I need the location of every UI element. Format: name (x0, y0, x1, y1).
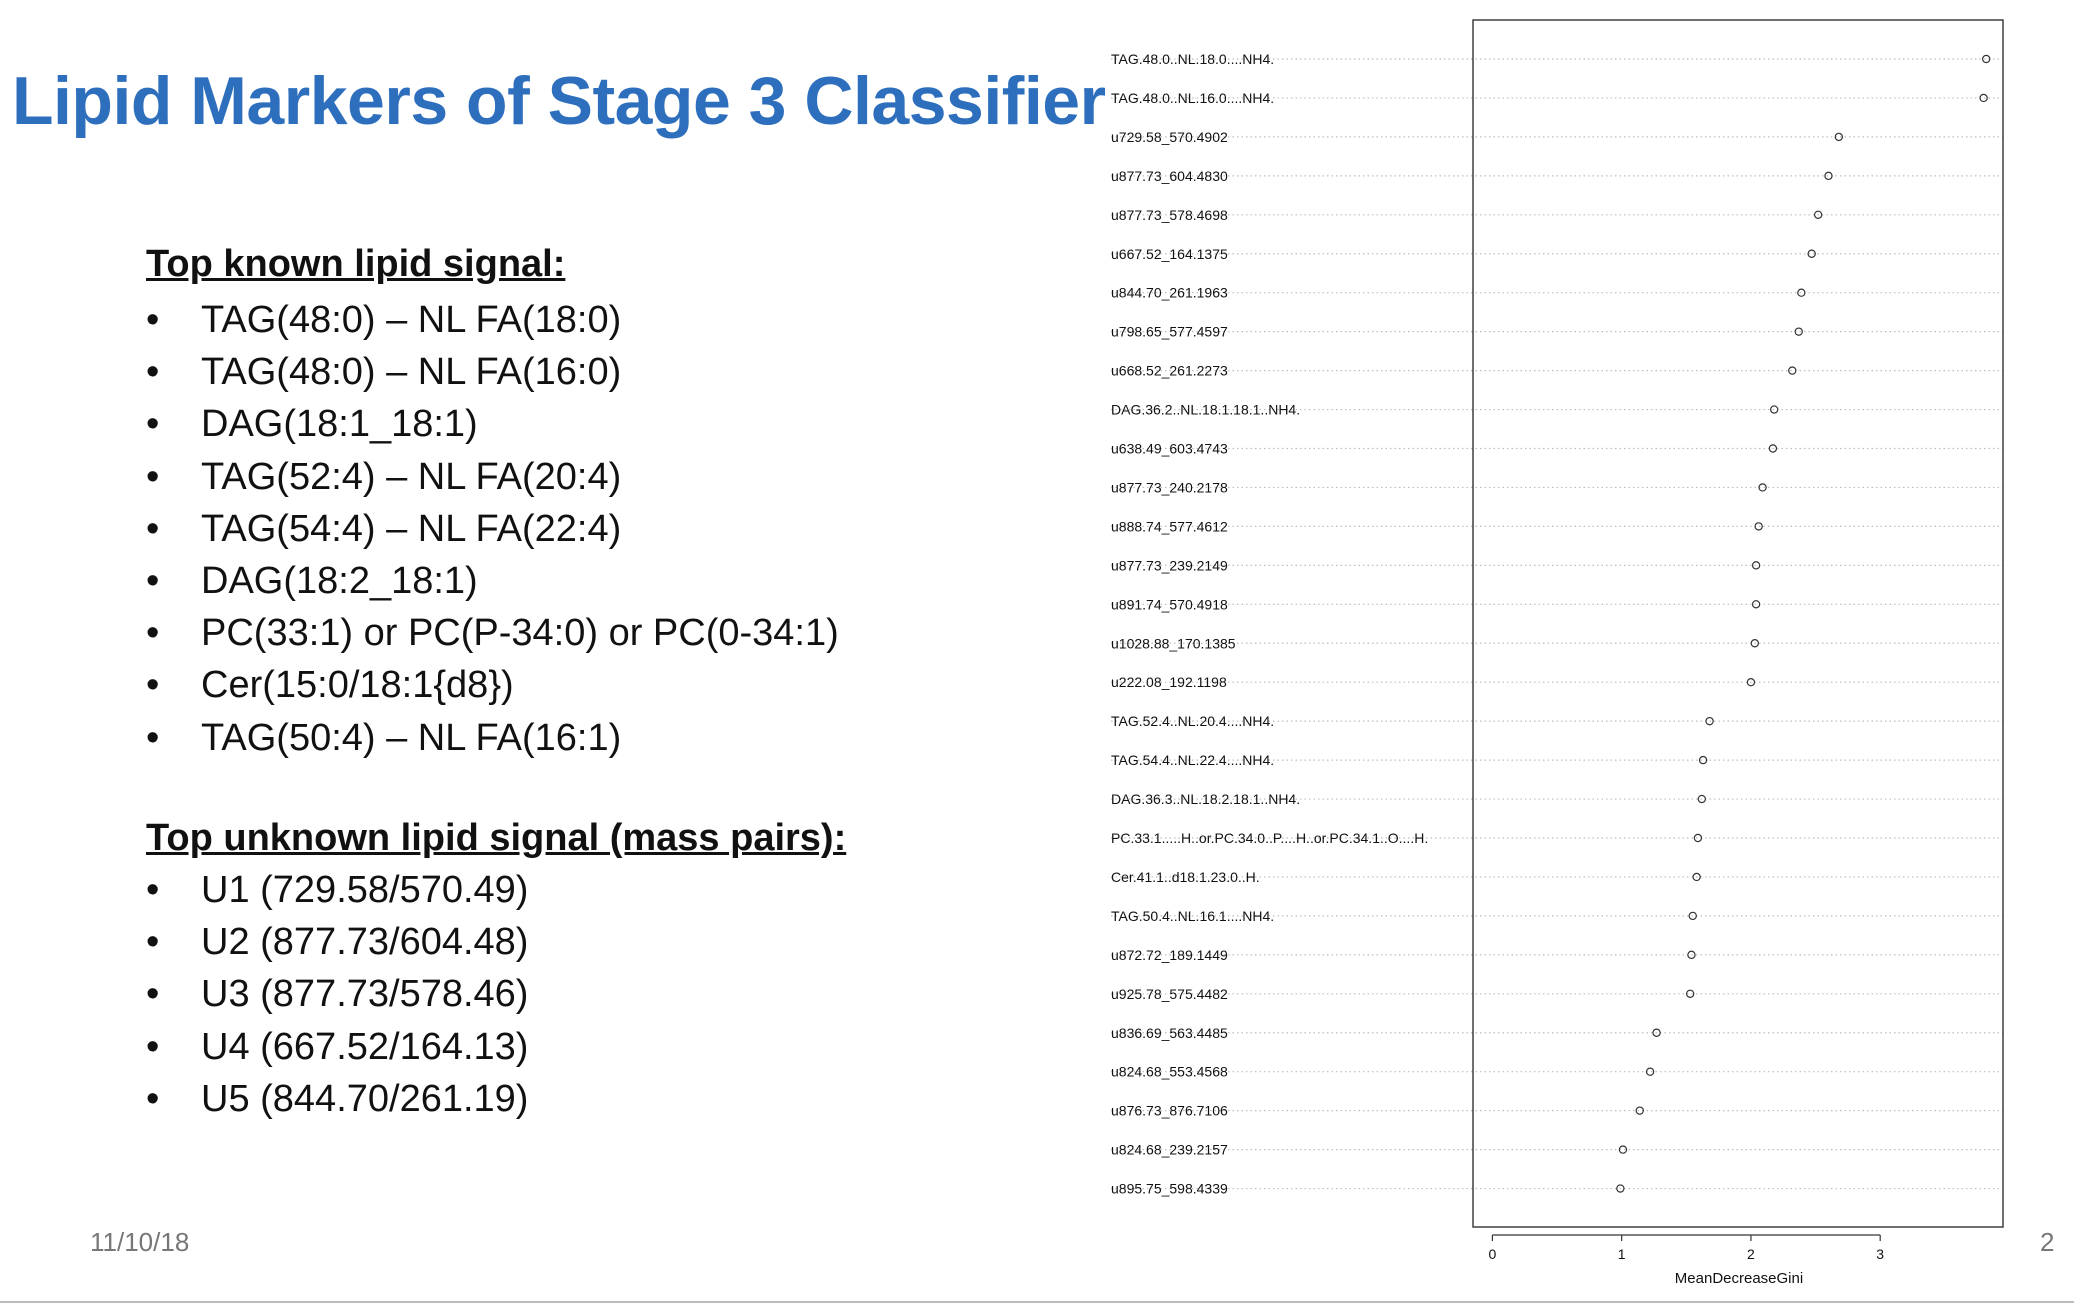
known-lipid-item: DAG(18:2_18:1) (146, 555, 839, 607)
x-tick-label: 3 (1876, 1246, 1884, 1262)
row-label: DAG.36.3..NL.18.2.18.1..NH4. (1111, 791, 1300, 807)
data-point (1979, 93, 1988, 103)
data-point (1705, 716, 1714, 726)
footer-divider (0, 1301, 2074, 1303)
row-label: DAG.36.2..NL.18.1.18.1..NH4. (1111, 402, 1300, 418)
unknown-lipid-item: U4 (667.52/164.13) (146, 1021, 528, 1073)
row-label: u667.52_164.1375 (1111, 246, 1228, 262)
data-point (1693, 833, 1703, 843)
slide-title: Lipid Markers of Stage 3 Classifier (12, 63, 1106, 139)
x-axis-label: MeanDecreaseGini (1675, 1270, 1803, 1287)
data-point (1616, 1184, 1625, 1193)
row-label: u729.58_570.4902 (1111, 129, 1228, 145)
data-point (1768, 444, 1778, 453)
row-label: u836.69_563.4485 (1111, 1025, 1228, 1041)
data-point (1692, 872, 1701, 882)
known-lipid-item: TAG(48:0) – NL FA(18:0) (146, 294, 839, 346)
unknown-lipid-item: U1 (729.58/570.49) (146, 864, 528, 916)
unknown-lipid-item: U3 (877.73/578.46) (146, 968, 528, 1020)
data-point (1746, 678, 1756, 687)
row-label: TAG.50.4..NL.16.1....NH4. (1111, 908, 1274, 924)
known-lipid-item: PC(33:1) or PC(P-34:0) or PC(0-34:1) (146, 607, 839, 659)
data-point (1751, 561, 1761, 570)
row-label: u876.73_876.7106 (1111, 1103, 1228, 1119)
x-tick-label: 0 (1488, 1246, 1496, 1262)
row-label: TAG.48.0..NL.18.0....NH4. (1111, 51, 1274, 67)
data-point (1981, 54, 1991, 64)
row-label: u877.73_239.2149 (1111, 557, 1228, 573)
row-label: TAG.48.0..NL.16.0....NH4. (1111, 90, 1274, 106)
known-lipid-item: DAG(18:1_18:1) (146, 398, 839, 450)
data-point (1824, 171, 1833, 181)
unknown-lipid-heading: Top unknown lipid signal (mass pairs): (146, 817, 847, 859)
data-point (1618, 1145, 1628, 1154)
row-label: u668.52_261.2273 (1111, 363, 1228, 379)
data-point (1769, 405, 1779, 414)
data-point (1645, 1067, 1655, 1076)
unknown-lipid-item: U2 (877.73/604.48) (146, 916, 528, 968)
row-label: u824.68_239.2157 (1111, 1142, 1228, 1158)
row-label: u877.73_240.2178 (1111, 479, 1228, 495)
data-point (1750, 639, 1760, 648)
data-point (1688, 911, 1697, 921)
data-point (1758, 483, 1767, 492)
data-point (1794, 327, 1803, 336)
row-label: u222.08_192.1198 (1111, 674, 1227, 690)
data-point (1834, 132, 1844, 142)
known-lipid-item: TAG(50:4) – NL FA(16:1) (146, 712, 839, 764)
row-label: TAG.54.4..NL.22.4....NH4. (1111, 752, 1274, 768)
data-point (1788, 366, 1797, 375)
row-label: u888.74_577.4612 (1111, 518, 1228, 534)
row-label: u877.73_604.4830 (1111, 168, 1228, 184)
unknown-lipid-item: U5 (844.70/261.19) (146, 1073, 528, 1125)
row-label: u895.75_598.4339 (1111, 1181, 1228, 1197)
row-label: u891.74_570.4918 (1111, 596, 1228, 612)
x-tick-label: 1 (1618, 1246, 1626, 1262)
data-point (1687, 950, 1696, 960)
slide-date: 11/10/18 (90, 1227, 190, 1257)
row-label: u1028.88_170.1385 (1111, 635, 1236, 651)
data-point (1807, 249, 1816, 258)
unknown-lipid-list: U1 (729.58/570.49)U2 (877.73/604.48)U3 (… (146, 864, 528, 1125)
row-label: u844.70_261.1963 (1111, 285, 1228, 301)
known-lipid-heading: Top known lipid signal: (146, 243, 566, 285)
row-label: u638.49_603.4743 (1111, 441, 1228, 457)
row-label: PC.33.1.....H..or.PC.34.0..P....H..or.PC… (1111, 830, 1428, 846)
data-point (1754, 522, 1763, 531)
data-point (1635, 1106, 1644, 1115)
data-point (1797, 288, 1806, 297)
row-label: u872.72_189.1449 (1111, 947, 1228, 963)
row-label: TAG.52.4..NL.20.4....NH4. (1111, 713, 1274, 729)
page-number: 2 (2040, 1227, 2055, 1257)
data-point (1652, 1028, 1661, 1037)
data-point (1751, 600, 1761, 609)
known-lipid-item: TAG(52:4) – NL FA(20:4) (146, 451, 839, 503)
known-lipid-item: TAG(54:4) – NL FA(22:4) (146, 503, 839, 555)
data-point (1685, 989, 1695, 999)
data-point (1697, 794, 1707, 804)
row-label: u877.73_578.4698 (1111, 207, 1228, 223)
data-point (1698, 755, 1708, 765)
known-lipid-item: TAG(48:0) – NL FA(16:0) (146, 346, 839, 398)
row-label: Cer.41.1..d18.1.23.0..H. (1111, 869, 1260, 885)
known-lipid-list: TAG(48:0) – NL FA(18:0)TAG(48:0) – NL FA… (146, 294, 839, 764)
row-label: u925.78_575.4482 (1111, 986, 1228, 1002)
known-lipid-item: Cer(15:0/18:1{d8}) (146, 659, 839, 711)
row-label: u824.68_553.4568 (1111, 1064, 1228, 1080)
x-tick-label: 2 (1747, 1246, 1755, 1262)
row-label: u798.65_577.4597 (1111, 324, 1228, 340)
data-point (1813, 210, 1823, 219)
plot-frame (1472, 19, 2004, 1228)
